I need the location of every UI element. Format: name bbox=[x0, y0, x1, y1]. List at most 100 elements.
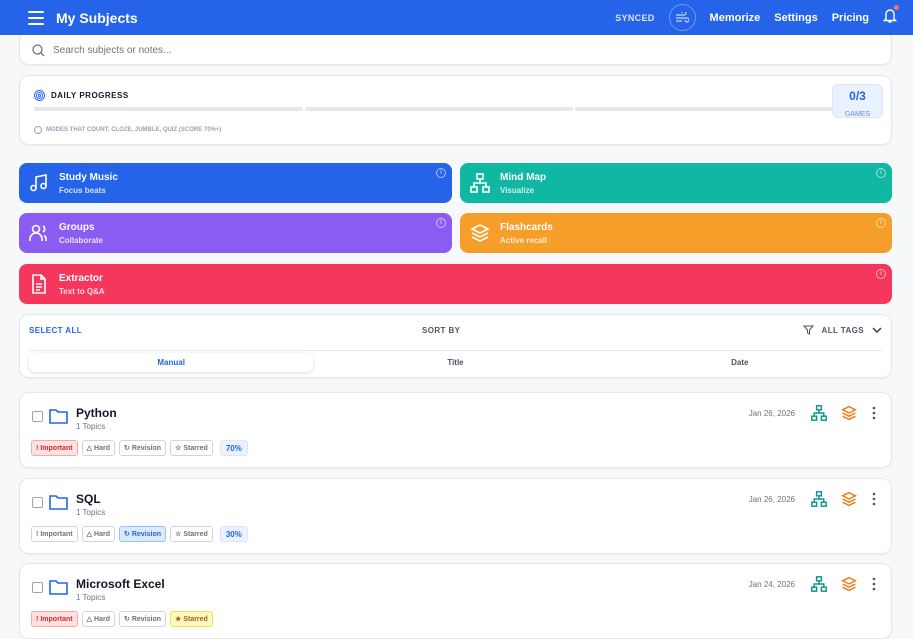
info-icon[interactable]: i bbox=[436, 168, 446, 178]
modes-note: MODES THAT COUNT: CLOZE, JUMBLE, QUIZ (S… bbox=[46, 127, 222, 133]
app-header: My Subjects SYNCED Memorize Settings Pri… bbox=[0, 0, 913, 35]
select-checkbox[interactable] bbox=[32, 582, 43, 593]
select-checkbox[interactable] bbox=[32, 497, 43, 508]
more-options-icon[interactable] bbox=[871, 577, 877, 591]
tag-revision[interactable]: ↻ Revision bbox=[118, 611, 167, 627]
all-tags-label: ALL TAGS bbox=[821, 325, 864, 335]
tile-extractor[interactable]: Extractor Text to Q&A i bbox=[19, 264, 892, 304]
tag-revision[interactable]: ↻ Revision bbox=[118, 440, 167, 456]
tag-label: Revision bbox=[131, 530, 162, 538]
tile-subtitle: Collaborate bbox=[59, 235, 104, 245]
page-title: My Subjects bbox=[56, 9, 138, 26]
revision-icon: ↻ bbox=[123, 616, 130, 623]
mind-map-icon[interactable] bbox=[811, 405, 827, 421]
tile-title: Study Music bbox=[59, 171, 118, 183]
revision-icon: ↻ bbox=[123, 531, 130, 538]
flashcards-icon[interactable] bbox=[841, 491, 857, 507]
mind-map-icon[interactable] bbox=[811, 576, 827, 592]
tag-label: Revision bbox=[131, 615, 162, 623]
file-text-icon bbox=[32, 274, 46, 294]
sync-button[interactable] bbox=[668, 4, 696, 31]
info-icon[interactable]: i bbox=[876, 218, 886, 228]
subject-date: Jan 26, 2026 bbox=[748, 408, 795, 418]
search-input[interactable] bbox=[53, 45, 653, 56]
tag-label: Important bbox=[40, 444, 73, 452]
tag-hard[interactable]: △ Hard bbox=[81, 611, 115, 627]
search-bar bbox=[19, 30, 892, 65]
tile-flashcards[interactable]: Flashcards Active recall i bbox=[460, 213, 892, 253]
clock-icon bbox=[34, 126, 42, 134]
tag-important[interactable]: ! Important bbox=[31, 526, 78, 542]
tag-important[interactable]: ! Important bbox=[31, 611, 78, 627]
tag-hard[interactable]: △ Hard bbox=[81, 440, 115, 456]
music-icon bbox=[30, 174, 47, 192]
starred-icon: ★ bbox=[175, 616, 182, 623]
flashcards-icon[interactable] bbox=[841, 405, 857, 421]
nav-pricing[interactable]: Pricing bbox=[831, 11, 869, 24]
tile-title: Groups bbox=[59, 221, 95, 233]
hard-icon: △ bbox=[86, 531, 93, 538]
progress-segment bbox=[304, 107, 574, 111]
tag-important[interactable]: ! Important bbox=[31, 440, 78, 456]
tag-starred[interactable]: ☆ Starred bbox=[170, 440, 213, 456]
select-all-button[interactable]: SELECT ALL bbox=[29, 325, 83, 335]
subject-card[interactable]: Microsoft Excel 1 Topics ! Important △ Hard… bbox=[19, 563, 892, 639]
progress-bars bbox=[34, 107, 845, 111]
nav-settings[interactable]: Settings bbox=[774, 11, 818, 24]
users-icon bbox=[29, 224, 47, 241]
hamburger-menu-icon[interactable] bbox=[28, 10, 44, 25]
notification-dot bbox=[894, 5, 899, 10]
tag-label: Important bbox=[40, 615, 73, 623]
tag-label: Important bbox=[40, 530, 73, 538]
sort-date[interactable]: Date bbox=[731, 358, 749, 367]
tag-starred[interactable]: ☆ Starred bbox=[170, 526, 213, 542]
folder-icon bbox=[49, 409, 68, 424]
subject-name[interactable]: Microsoft Excel bbox=[76, 577, 165, 591]
search-icon bbox=[32, 44, 45, 57]
subject-card[interactable]: SQL 1 Topics ! Important △ Hard ↻ Revision ☆ St… bbox=[19, 478, 892, 554]
folder-icon bbox=[49, 580, 68, 595]
info-icon[interactable]: i bbox=[876, 168, 886, 178]
nav-memorize[interactable]: Memorize bbox=[709, 11, 761, 24]
more-options-icon[interactable] bbox=[871, 492, 877, 506]
tile-subtitle: Active recall bbox=[500, 235, 548, 245]
tile-study-music[interactable]: Study Music Focus beats i bbox=[19, 163, 452, 203]
progress-segment bbox=[34, 107, 303, 111]
starred-icon: ☆ bbox=[175, 445, 182, 452]
info-icon[interactable]: i bbox=[876, 269, 886, 279]
tag-revision[interactable]: ↻ Revision bbox=[118, 526, 167, 542]
topic-count: 1 Topics bbox=[76, 422, 106, 431]
target-icon bbox=[34, 90, 45, 101]
subject-date: Jan 26, 2026 bbox=[748, 494, 795, 504]
tag-filter[interactable]: ALL TAGS bbox=[802, 325, 882, 335]
notifications-button[interactable] bbox=[882, 5, 899, 27]
info-icon[interactable]: i bbox=[436, 218, 446, 228]
important-icon: ! bbox=[36, 444, 39, 452]
games-label: GAMES bbox=[844, 111, 871, 118]
tag-hard[interactable]: △ Hard bbox=[81, 526, 115, 542]
tag-label: Starred bbox=[183, 444, 208, 452]
subject-name[interactable]: SQL bbox=[76, 492, 101, 506]
subject-card[interactable]: Python 1 Topics ! Important △ Hard ↻ Revision… bbox=[19, 392, 892, 468]
hard-icon: △ bbox=[86, 445, 93, 452]
sort-manual[interactable]: Manual bbox=[29, 353, 314, 372]
tag-label: Starred bbox=[183, 615, 208, 623]
tile-title: Extractor bbox=[59, 272, 103, 284]
games-counter: 0/3 GAMES bbox=[832, 84, 883, 118]
tile-subtitle: Focus beats bbox=[59, 185, 106, 195]
more-options-icon[interactable] bbox=[871, 406, 877, 420]
sync-status: SYNCED bbox=[615, 12, 655, 23]
tile-groups[interactable]: Groups Collaborate i bbox=[19, 213, 452, 253]
select-checkbox[interactable] bbox=[32, 411, 43, 422]
sort-title[interactable]: Title bbox=[447, 358, 464, 367]
important-icon: ! bbox=[36, 530, 39, 538]
topic-count: 1 Topics bbox=[76, 508, 106, 517]
flashcards-icon[interactable] bbox=[841, 576, 857, 592]
filter-icon bbox=[802, 325, 814, 335]
tag-starred[interactable]: ★ Starred bbox=[170, 611, 213, 627]
subject-name[interactable]: Python bbox=[76, 406, 117, 420]
tile-mind-map[interactable]: Mind Map Visualize i bbox=[460, 163, 892, 203]
mind-map-icon[interactable] bbox=[811, 491, 827, 507]
tile-title: Flashcards bbox=[500, 221, 553, 233]
bell-icon bbox=[882, 9, 898, 23]
